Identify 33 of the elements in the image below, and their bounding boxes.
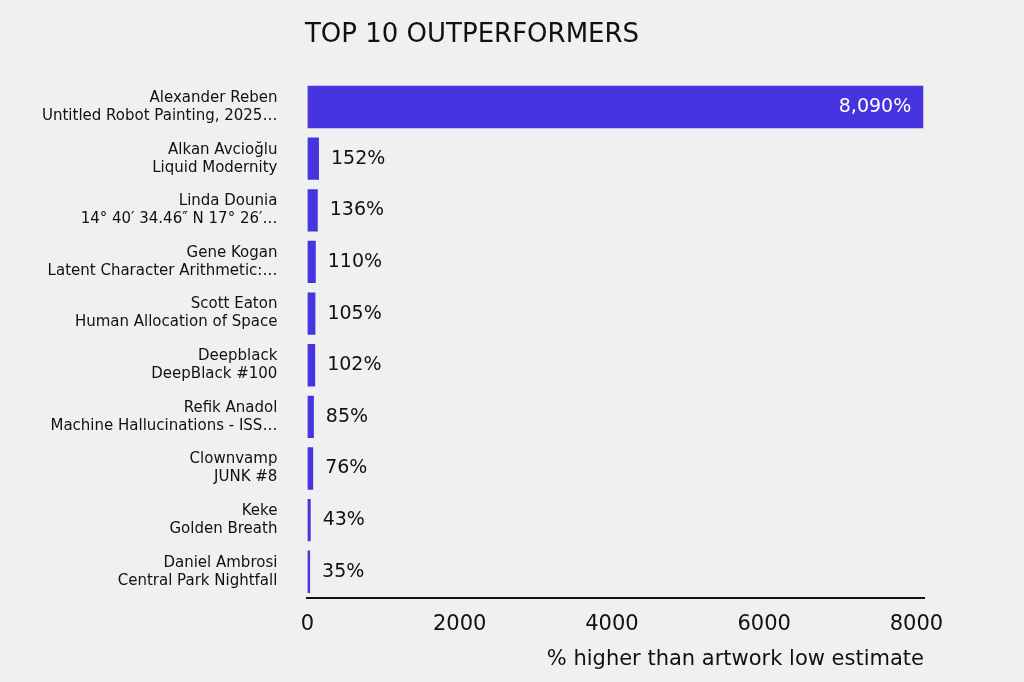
bar xyxy=(307,240,316,284)
x-tick-label: 4000 xyxy=(585,610,639,635)
y-tick-label: Linda Dounia 14° 40′ 34.46″ N 17° 26′… xyxy=(80,191,278,228)
bar xyxy=(307,85,924,129)
data-label: 43% xyxy=(322,507,365,530)
bar xyxy=(307,498,311,542)
y-tick-label: Deepblack DeepBlack #100 xyxy=(151,346,278,383)
y-tick-label: Daniel Ambrosi Central Park Nightfall xyxy=(117,552,278,589)
y-tick-label: Refik Anadol Machine Hallucinations - ISS… xyxy=(50,397,278,434)
chart-title: TOP 10 OUTPERFORMERS xyxy=(303,18,640,49)
data-label: 152% xyxy=(330,145,386,168)
bar xyxy=(307,137,319,180)
y-tick-label: Clownvamp JUNK #8 xyxy=(189,449,278,486)
data-label: 136% xyxy=(329,197,385,220)
y-tick-label: Alkan Avcioğlu Liquid Modernity xyxy=(152,139,278,176)
y-tick-label: Scott Eaton Human Allocation of Space xyxy=(74,294,278,331)
data-label: 35% xyxy=(322,558,365,581)
bar xyxy=(307,189,318,232)
y-tick-label: Keke Golden Breath xyxy=(169,501,278,538)
data-label: 110% xyxy=(327,248,383,271)
data-label: 8,090% xyxy=(838,93,912,116)
y-tick-label: Gene Kogan Latent Character Arithmetic:… xyxy=(47,242,278,279)
x-axis-title: % higher than artwork low estimate xyxy=(546,645,924,670)
data-label: 76% xyxy=(325,455,368,478)
x-tick-label: 0 xyxy=(300,610,315,635)
data-label: 85% xyxy=(325,403,369,426)
y-tick-label: Alexander Reben Untitled Robot Painting, 2025… xyxy=(41,87,278,124)
bar xyxy=(307,395,314,439)
x-tick-label: 6000 xyxy=(737,610,791,635)
x-tick-label: 2000 xyxy=(432,610,487,635)
data-label: 102% xyxy=(327,352,382,375)
x-tick-label: 8000 xyxy=(889,610,944,635)
data-label: 105% xyxy=(327,300,382,323)
